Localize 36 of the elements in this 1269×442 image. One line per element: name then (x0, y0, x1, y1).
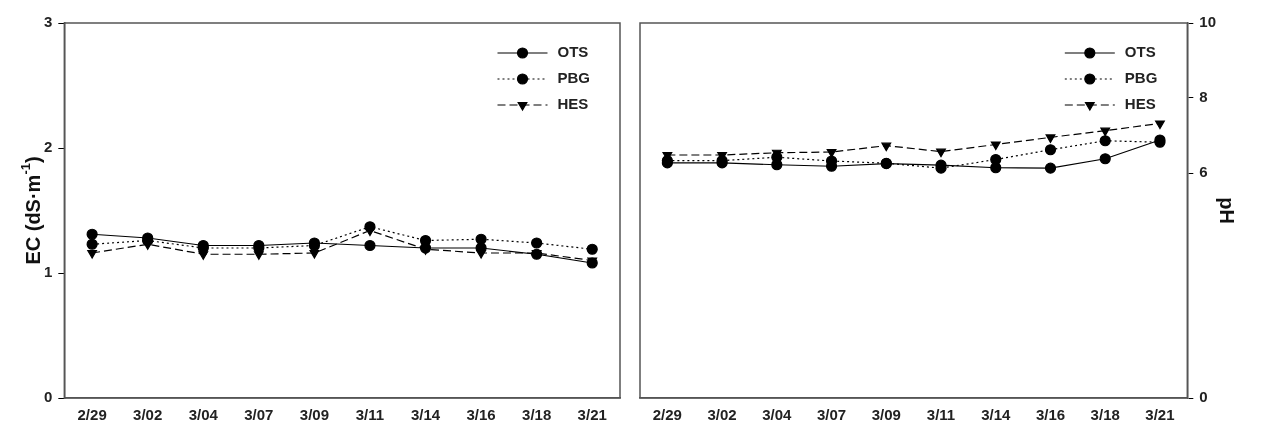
x-tick-label: 3/16 (466, 406, 496, 424)
x-tick-label: 3/02 (133, 406, 163, 424)
y-axis-title: EC (dS·m-1) (17, 156, 44, 265)
x-tick-label: 2/29 (77, 406, 107, 424)
y2-tick-label: 8 (1199, 88, 1208, 106)
x-tick-label: 3/02 (707, 406, 737, 424)
legend-label: PBG (1124, 69, 1158, 87)
legend-label: HES (1124, 95, 1156, 113)
y-tick-label: 1 (44, 263, 53, 281)
x-tick-label: 2/29 (652, 406, 682, 424)
x-tick-label: 3/14 (410, 406, 441, 424)
y2-tick-label: 6 (1199, 163, 1208, 181)
x-tick-label: 3/21 (1145, 406, 1175, 424)
legend-label: OTS (557, 43, 589, 61)
legend-label: OTS (1124, 43, 1156, 61)
x-tick-label: 3/14 (981, 406, 1012, 424)
legend-label: HES (557, 95, 589, 113)
x-tick-label: 3/07 (816, 406, 847, 424)
y-tick-label: 2 (44, 138, 53, 156)
y2-tick-label: 10 (1199, 13, 1216, 31)
y2-tick-label: 0 (1199, 388, 1208, 406)
x-tick-label: 3/09 (299, 406, 329, 424)
x-tick-label: 3/11 (355, 406, 385, 424)
x-tick-label: 3/11 (926, 406, 956, 424)
x-tick-label: 3/04 (762, 406, 793, 424)
x-tick-label: 3/16 (1035, 406, 1066, 424)
x-tick-label: 3/04 (188, 406, 219, 424)
x-tick-label: 3/09 (871, 406, 901, 424)
y-tick-label: 3 (44, 13, 53, 31)
y2-axis-title: pH (1216, 197, 1239, 224)
x-tick-label: 3/18 (1090, 406, 1120, 424)
x-tick-label: 3/07 (244, 406, 274, 424)
x-tick-label: 3/18 (522, 406, 552, 424)
legend-label: PBG (557, 69, 591, 87)
x-tick-label: 3/21 (577, 406, 607, 424)
y-tick-label: 0 (44, 388, 53, 406)
